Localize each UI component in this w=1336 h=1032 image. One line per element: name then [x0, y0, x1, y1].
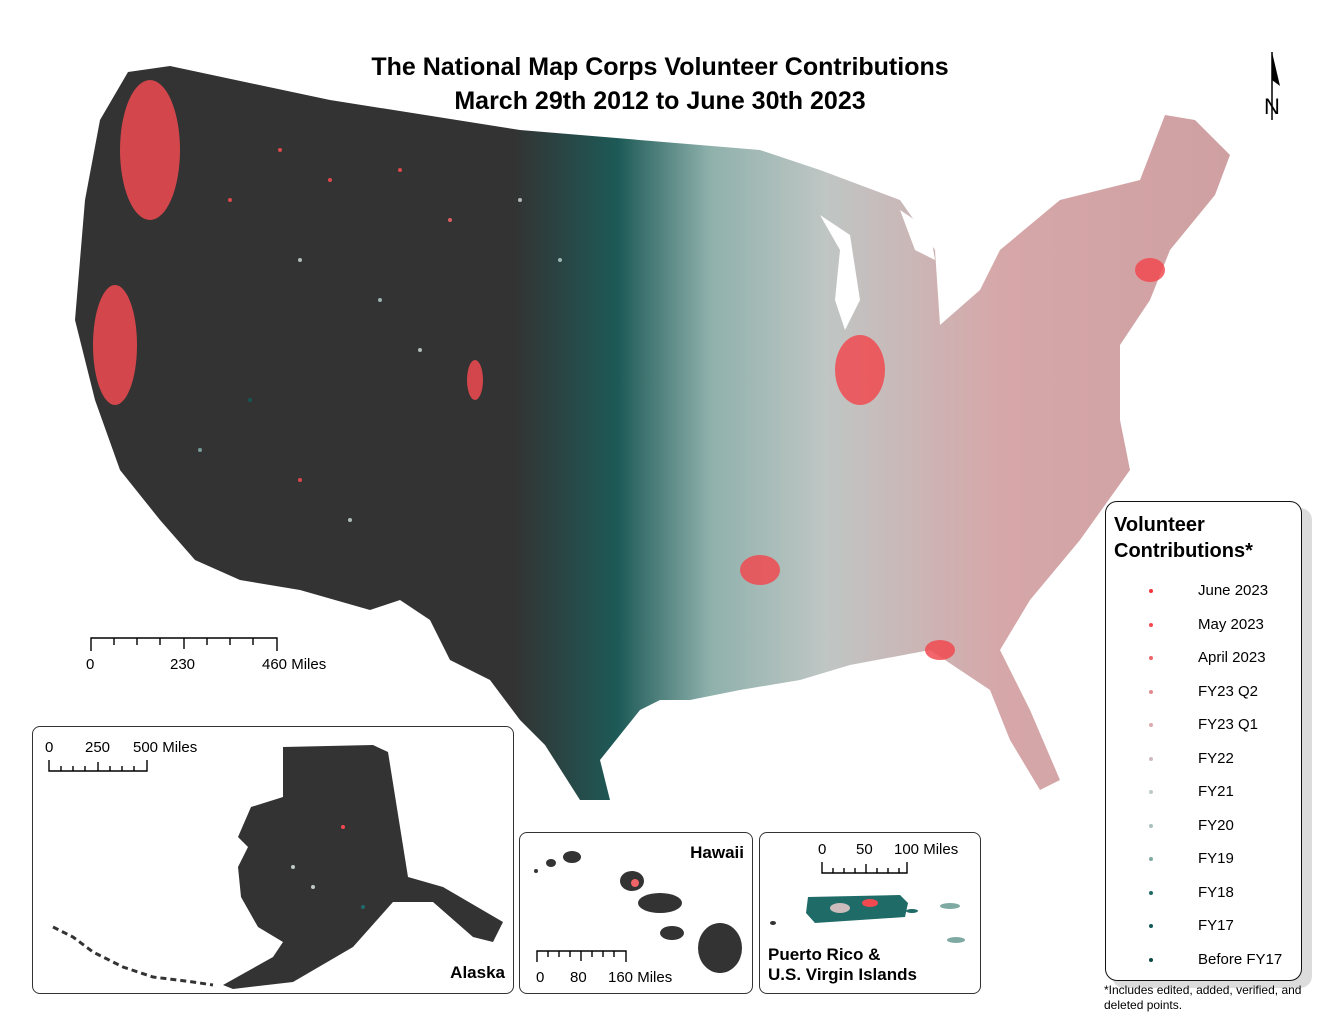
legend-dot-icon	[1149, 689, 1153, 694]
hawaii-label: Hawaii	[690, 843, 744, 862]
alaska-scale-graphic	[48, 760, 148, 772]
legend-item: FY19	[1106, 848, 1301, 872]
north-label: N	[1264, 94, 1280, 119]
legend-dot-icon	[1149, 656, 1153, 660]
main-scale-bar: 0 230 460 Miles	[86, 636, 346, 676]
legend-item-label: May 2023	[1198, 615, 1264, 633]
legend-item: FY23 Q1	[1106, 714, 1301, 738]
pr-scale-tick-100: 100 Miles	[894, 841, 959, 858]
map-title: The National Map Corps Volunteer Contrib…	[300, 50, 1020, 118]
pr-scale-graphic	[821, 862, 908, 874]
hawaii-scale-graphic	[536, 950, 627, 962]
hawaii-scale-tick-160: 160 Miles	[608, 969, 673, 986]
legend-dot-icon	[1149, 622, 1153, 627]
alaska-map	[52, 745, 503, 989]
legend-dot-icon	[1149, 924, 1153, 928]
alaska-scale-tick-500: 500 Miles	[133, 739, 198, 756]
legend-item-label: FY17	[1198, 917, 1234, 934]
pr-label-line-2: U.S. Virgin Islands	[768, 965, 917, 984]
legend-dot-icon	[1149, 857, 1153, 861]
great-lakes	[820, 210, 935, 330]
hawaii-inset: Hawaii 0 80 160 Miles	[519, 832, 753, 994]
legend-title-line-1: Volunteer	[1114, 514, 1205, 536]
legend-item: Before FY17	[1106, 949, 1301, 973]
legend-item-label: Before FY17	[1198, 950, 1283, 968]
north-arrow-icon	[1271, 52, 1280, 120]
alaska-scale-tick-0: 0	[45, 739, 54, 756]
pr-scale-tick-0: 0	[818, 841, 827, 858]
contribution-points	[198, 148, 562, 522]
pr-scale-tick-50: 50	[856, 841, 873, 858]
puerto-rico-label: Puerto Rico & U.S. Virgin Islands	[768, 945, 917, 985]
legend-dot-icon	[1149, 756, 1153, 761]
pr-scale-bar: 0 50 100 Miles	[818, 841, 978, 881]
scale-tick-230: 230	[170, 656, 196, 673]
legend-item-label: FY23 Q1	[1198, 716, 1259, 733]
scale-bar-graphic	[90, 637, 278, 651]
legend-item: FY22	[1106, 748, 1301, 772]
alaska-scale-bar: 0 250 500 Miles	[45, 739, 225, 779]
legend-item: FY17	[1106, 915, 1301, 939]
legend-dot-icon	[1149, 823, 1153, 828]
legend-item-label: FY19	[1198, 850, 1234, 867]
scale-tick-0: 0	[86, 656, 95, 673]
hawaii-scale-tick-80: 80	[570, 969, 587, 986]
legend-item-label: FY21	[1198, 783, 1234, 800]
legend-item-label: FY18	[1198, 883, 1234, 901]
legend-dot-icon	[1149, 890, 1153, 895]
legend-dot-icon	[1149, 790, 1153, 794]
contribution-cluster-west	[93, 80, 1165, 660]
legend-title-line-2: Contributions*	[1114, 540, 1253, 562]
legend: Volunteer Contributions* June 2023 May 20…	[1105, 501, 1302, 981]
legend-footnote: *Includes edited, added, verified, and d…	[1104, 983, 1302, 1012]
hawaii-scale-bar: 0 80 160 Miles	[536, 949, 706, 989]
legend-item: FY20	[1106, 815, 1301, 839]
legend-item-label: FY20	[1198, 816, 1234, 834]
legend-dot-icon	[1149, 957, 1153, 962]
legend-item: April 2023	[1106, 647, 1301, 671]
legend-item: June 2023	[1106, 580, 1301, 604]
legend-title: Volunteer Contributions*	[1114, 512, 1253, 564]
legend-item-label: FY23 Q2	[1198, 682, 1259, 700]
hawaii-scale-tick-0: 0	[536, 969, 545, 986]
legend-item: May 2023	[1106, 614, 1301, 638]
us-landmass	[75, 66, 1230, 800]
scale-tick-460: 460 Miles	[262, 656, 327, 673]
title-line-2: March 29th 2012 to June 30th 2023	[454, 87, 866, 115]
pr-label-line-1: Puerto Rico &	[768, 945, 881, 964]
legend-item-label: FY22	[1198, 749, 1234, 767]
alaska-label: Alaska	[450, 963, 505, 982]
legend-dot-icon	[1149, 589, 1153, 593]
alaska-scale-tick-250: 250	[85, 739, 111, 756]
puerto-rico-inset: 0 50 100 Miles Puerto Rico & U.S. Virgin…	[759, 832, 981, 994]
puerto-rico-map	[770, 895, 965, 943]
legend-item: FY23 Q2	[1106, 681, 1301, 705]
legend-item: FY18	[1106, 882, 1301, 906]
legend-item-label: April 2023	[1198, 649, 1266, 666]
legend-dot-icon	[1149, 723, 1153, 727]
legend-item-label: June 2023	[1198, 582, 1269, 599]
alaska-inset: 0 250 500 Miles Alaska	[32, 726, 514, 994]
title-line-1: The National Map Corps Volunteer Contrib…	[371, 53, 949, 81]
legend-item: FY21	[1106, 781, 1301, 805]
hawaii-map	[534, 851, 742, 973]
north-arrow: N	[1262, 46, 1288, 122]
